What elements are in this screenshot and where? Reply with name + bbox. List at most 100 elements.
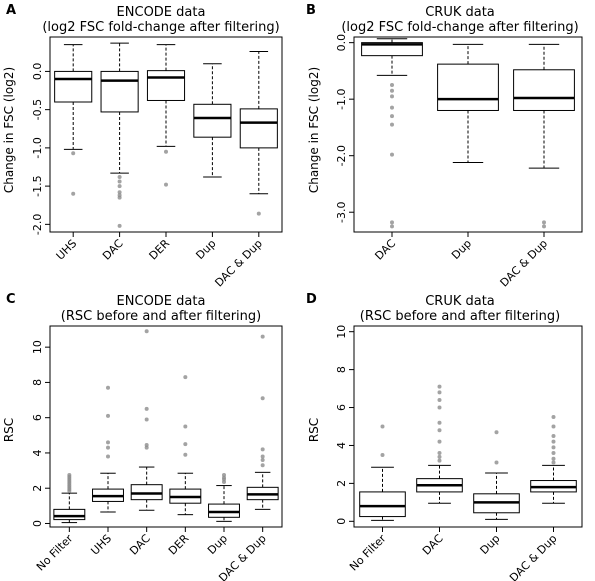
outlier-point [260,334,265,339]
plot-area: 0 2 4 6 8 10 No Filter DAC Dup DAC & Dup [335,325,583,581]
y-tick-label: -2.0 [335,145,348,166]
y-axis-label: RSC [307,418,321,442]
y-tick-label: -2.0 [31,214,44,235]
outlier-point [437,451,442,456]
outlier-point [551,445,556,450]
outlier-point [390,220,394,225]
outlier-point [494,430,499,435]
outlier-point [437,454,442,459]
y-tick-label: 4 [335,442,348,449]
y-tick-label: 8 [335,366,348,373]
outlier-point [542,224,546,229]
outlier-point [183,452,188,457]
box [193,103,232,138]
x-tick-label: No Filter [34,532,76,574]
outlier-point [437,428,442,433]
outlier-point [144,443,149,448]
outlier-point [106,454,110,459]
y-tick-label: 0.0 [335,34,348,52]
outlier-point [390,94,394,99]
x-tick-label: Dup [193,237,218,262]
outlier-point [437,397,442,402]
y-tick-label: 0.0 [31,63,44,81]
x-tick-label: UHS [54,237,80,263]
panel-title: CRUK data [425,294,495,309]
y-tick-label: -1.0 [31,137,44,158]
outlier-point [117,195,122,200]
x-tick-label: DAC & Dup [498,237,551,290]
plot-frame [353,325,583,528]
outlier-point [380,424,385,429]
y-tick-label: 2 [335,480,348,487]
outlier-point [437,420,442,425]
x-tick-label: UHS [88,532,114,558]
box [53,508,86,521]
panel-d: D CRUK data (RSC before and after filter… [306,292,583,581]
panel-title: CRUK data [425,5,495,20]
x-tick-label: No Filter [347,532,389,574]
outlier-point [494,460,499,465]
x-tick-label: DAC [127,532,153,558]
y-axis-label: Change in FSC (log2) [307,67,321,193]
outlier-point [117,223,122,228]
y-tick-label: -1.0 [335,88,348,109]
y-tick-label: 8 [31,379,44,386]
y-tick-label: 2 [31,485,44,492]
x-tick-label: DER [147,237,173,263]
outlier-point [144,329,149,334]
outlier-point [222,472,226,477]
outlier-point [437,390,442,395]
outlier-point [551,433,556,438]
outlier-point [256,211,261,216]
outlier-point [117,179,122,184]
outlier-point [390,122,394,127]
outlier-point [551,439,556,444]
y-tick-label: 0 [31,520,44,527]
x-tick-label: Dup [478,532,503,557]
outlier-point [67,472,72,477]
panel-b: B CRUK data (log2 FSC fold-change after … [306,3,583,290]
outlier-point [164,182,168,187]
box [100,70,139,113]
outlier-point [71,151,76,156]
outlier-point [390,152,394,157]
outlier-point [390,88,394,93]
y-tick-label: -3.0 [335,201,348,222]
y-tick-label: 6 [335,404,348,411]
y-tick-label: 10 [31,340,44,354]
outlier-point [551,460,556,465]
box [239,108,278,149]
panel-subtitle: (log2 FSC fold-change after filtering) [341,20,578,35]
panel-subtitle: (RSC before and after filtering) [61,309,261,324]
outlier-point [437,458,442,463]
y-tick-label: 0 [335,518,348,525]
outlier-point [260,454,265,459]
outlier-point [437,439,442,444]
outlier-point [144,417,149,422]
panel-title: ENCODE data [117,5,206,20]
panel-subtitle: (RSC before and after filtering) [360,309,560,324]
outlier-point [144,406,149,411]
x-tick-label: Dup [205,532,230,557]
outlier-point [437,384,442,389]
outlier-point [106,413,110,418]
outlier-point [551,456,556,461]
panel-letter: A [6,3,16,18]
y-tick-label: 10 [335,325,348,339]
outlier-point [551,451,556,456]
outlier-point [106,440,110,445]
plot-frame [49,325,283,528]
outlier-point [551,415,556,420]
outlier-point [390,114,394,119]
box [146,70,186,101]
box [54,70,93,103]
box [130,484,163,501]
outlier-point [183,424,188,429]
y-tick-label: -0.5 [31,99,44,120]
outlier-point [380,452,385,457]
outlier-point [437,405,442,410]
box [437,63,499,111]
plot-area: -3.0 -2.0 -1.0 0.0 DAC Dup DAC & Dup [335,34,583,290]
